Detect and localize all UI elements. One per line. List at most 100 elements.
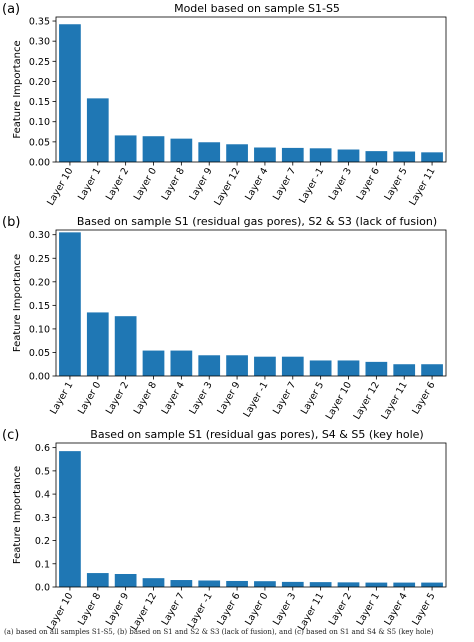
bar-layer-3 [281, 581, 304, 587]
x-tick-label: Layer 2 [104, 380, 131, 416]
bar-layer-5 [309, 360, 332, 376]
x-tick-label: Layer 7 [271, 166, 298, 202]
y-tick-label: 0.10 [29, 117, 50, 128]
x-tick-label: Layer 4 [383, 591, 410, 627]
bar-layer-12 [226, 144, 248, 162]
bar-layer-4 [254, 147, 276, 162]
y-tick-label: 0.25 [29, 57, 50, 68]
x-tick-label: Layer 1 [48, 380, 75, 416]
bar-layer-8 [86, 573, 109, 587]
x-tick-label: Layer 10 [45, 166, 75, 208]
bar-layer-3 [198, 355, 221, 376]
x-tick-label: Layer 12 [129, 591, 159, 633]
x-tick-label: Layer 0 [76, 380, 103, 416]
plot-frame [55, 16, 447, 163]
bar-layer-9 [198, 142, 221, 162]
panel-label: (b) [2, 215, 20, 230]
bar-layer-6 [226, 580, 248, 587]
x-tick-label: Layer 0 [132, 166, 159, 202]
x-tick-label: Layer 4 [160, 380, 187, 416]
x-tick-label: Layer 1 [76, 166, 103, 202]
y-tick-label: 0.15 [29, 301, 50, 312]
x-tick-label: Layer 5 [299, 380, 326, 416]
x-tick-label: Layer 6 [355, 166, 382, 202]
bar-layer-2 [337, 582, 360, 587]
chart-panel-a: (a) Model based on sample S1-S5 0.00 0.05 0.… [2, 2, 447, 208]
bar-layer-11 [393, 364, 416, 376]
bar-layer-10 [337, 360, 360, 376]
x-tick-label: Layer 11 [296, 591, 326, 633]
y-tick-label: 0.6 [35, 443, 50, 454]
bar-layer-12 [365, 361, 388, 376]
bar-layer-11 [309, 582, 332, 587]
bar-layer-11 [421, 152, 443, 162]
bar-layer-8 [142, 350, 165, 376]
x-tick-label: Layer 7 [160, 591, 187, 627]
x-tick-label: Layer 11 [407, 166, 437, 208]
x-tick-label: Layer 6 [215, 591, 242, 627]
x-tick-label: Layer -1 [186, 591, 215, 630]
x-tick-label: Layer 8 [76, 591, 103, 627]
chart-title: Based on sample S1 (residual gas pores),… [77, 215, 437, 228]
x-tick-label: Layer 2 [327, 591, 354, 627]
y-tick-label: 0.05 [29, 137, 50, 148]
y-tick-label: 0.25 [29, 254, 50, 265]
plot-frame [55, 442, 447, 588]
bar-layer-3 [337, 149, 360, 162]
bar-layer-6 [421, 364, 443, 376]
y-tick-label: 0.35 [29, 17, 50, 28]
x-tick-label: Layer 9 [188, 166, 215, 202]
x-tick-label: Layer 8 [160, 166, 187, 202]
y-tick-label: 0.20 [29, 77, 50, 88]
bar-layer-9 [114, 573, 137, 587]
plot-frame [55, 229, 447, 377]
x-tick-label: Layer 2 [104, 166, 131, 202]
x-tick-label: Layer 6 [410, 380, 437, 416]
y-tick-label: 0.15 [29, 97, 50, 108]
bar-layer-6 [365, 151, 388, 162]
x-tick-label: Layer 5 [383, 166, 410, 202]
x-tick-label: Layer 0 [243, 591, 270, 627]
bar-layer-7 [170, 580, 193, 587]
chart-title: Based on sample S1 (residual gas pores),… [90, 428, 423, 441]
y-axis-label: Feature Importance [12, 40, 23, 138]
bar-layer-1 [86, 98, 109, 162]
x-tick-label: Layer 4 [243, 166, 270, 202]
bar-layer-7 [281, 356, 304, 376]
y-tick-label: 0.1 [35, 559, 50, 570]
x-tick-label: Layer 12 [352, 380, 382, 422]
bar-layer-0 [142, 136, 165, 162]
bar-layer-2 [114, 316, 137, 376]
y-tick-label: 0.20 [29, 277, 50, 288]
bar-layer-8 [170, 138, 193, 162]
x-tick-label: Layer 10 [45, 591, 75, 633]
bar-layer-0 [254, 581, 276, 587]
bar-layer-10 [59, 24, 81, 162]
x-tick-label: Layer 10 [324, 380, 354, 422]
bar-layer-9 [226, 355, 248, 376]
x-tick-label: Layer 1 [355, 591, 382, 627]
bar-layer-5 [421, 582, 443, 587]
x-tick-label: Layer 5 [410, 591, 437, 627]
y-tick-label: 0.3 [35, 513, 50, 524]
bar-layer-4 [170, 350, 193, 376]
y-tick-label: 0.00 [29, 372, 50, 383]
chart-panel-b: (b) Based on sample S1 (residual gas pore… [2, 215, 447, 422]
chart-title: Model based on sample S1-S5 [174, 2, 340, 15]
panel-label: (a) [2, 2, 20, 17]
bar-layer-1 [365, 582, 388, 587]
bar-layer--1 [254, 356, 276, 376]
y-tick-label: 0.05 [29, 348, 50, 359]
y-tick-label: 0.30 [29, 37, 50, 48]
bar-layer-5 [393, 151, 416, 162]
bar-layer-10 [59, 451, 81, 587]
x-tick-label: Layer -1 [242, 380, 271, 419]
bar-layer--1 [309, 148, 332, 162]
x-tick-label: Layer 3 [327, 166, 354, 202]
x-tick-label: Layer 8 [132, 380, 159, 416]
y-tick-label: 0.5 [35, 466, 50, 477]
x-tick-label: Layer 3 [271, 591, 298, 627]
bar-layer-7 [281, 147, 304, 162]
bar-layer-2 [114, 135, 137, 162]
